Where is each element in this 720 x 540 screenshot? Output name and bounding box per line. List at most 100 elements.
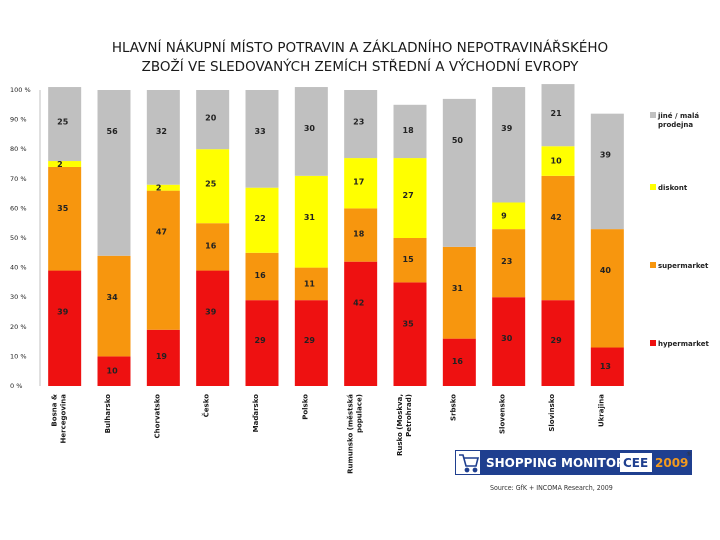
bar-segment-jinmalprodejna [442, 98, 476, 247]
data-label: 10 [551, 157, 563, 166]
bar-segment-diskont [245, 187, 279, 253]
bar-segment-hypermarket [492, 297, 526, 386]
logo-background [455, 450, 692, 475]
data-label: 33 [255, 127, 266, 136]
bar-segment-jinmalprodejna [48, 87, 82, 162]
bar-segment-hypermarket [442, 338, 476, 386]
bar-segment-hypermarket [393, 282, 427, 386]
legend-label: hypermarket [658, 340, 709, 348]
category-label: Česko [202, 394, 211, 418]
data-label: 39 [57, 308, 69, 317]
bar-segment-supermarket [590, 229, 624, 348]
bar-segment-hypermarket [146, 329, 180, 386]
category-label-line: Česko [202, 394, 211, 418]
data-label: 35 [403, 319, 415, 328]
bars [48, 84, 624, 386]
bar-segment-supermarket [196, 223, 230, 271]
category-label-line: Chorvatsko [153, 394, 161, 439]
bar-segment-supermarket [245, 252, 279, 301]
data-label: 39 [501, 124, 513, 133]
legend-label: diskont [658, 184, 688, 192]
bar-segment-hypermarket [344, 261, 378, 386]
data-label: 20 [205, 114, 217, 123]
data-label: 16 [452, 357, 464, 366]
data-label: 30 [304, 124, 316, 133]
chart-title-line: ZBOŽÍ VE SLEDOVANÝCH ZEMÍCH STŘEDNÍ A VÝ… [142, 57, 580, 75]
shopping-monitor-logo: SHOPPING MONITOR CEE 2009 ® [455, 450, 692, 475]
category-label-line: Srbsko [449, 394, 457, 421]
data-label: 31 [452, 284, 464, 293]
category-label-line: Slovinsko [548, 394, 556, 432]
bar-segment-jinmalprodejna [393, 104, 427, 159]
bar-segment-diskont [344, 158, 378, 209]
bar-segment-supermarket [146, 190, 180, 330]
category-label: Bulharsko [104, 394, 112, 434]
bar-segment-jinmalprodejna [344, 90, 378, 159]
bar-segment-supermarket [492, 229, 526, 298]
bar-segment-supermarket [442, 246, 476, 339]
logo-registered: ® [686, 451, 692, 458]
chart-title-line: HLAVNÍ NÁKUPNÍ MÍSTO POTRAVIN A ZÁKLADNÍ… [112, 39, 608, 56]
bar-segment-supermarket [393, 238, 427, 283]
category-label-line: Hercegovina [60, 394, 68, 444]
data-label: 2 [156, 184, 162, 193]
data-label: 25 [57, 117, 69, 126]
category-label: Rusko (Moskva, Petrohrad) [396, 394, 413, 456]
y-tick-label: 80 % [10, 145, 27, 153]
bar-segment-diskont [294, 175, 328, 268]
data-label: 39 [600, 151, 612, 160]
bar-segment-diskont [492, 202, 526, 230]
bar-segment-hypermarket [196, 270, 230, 386]
bar-segment-diskont [196, 149, 230, 224]
category-label: Ukrajina [597, 394, 605, 427]
bar-segment-supermarket [344, 208, 378, 262]
bar-segment-hypermarket [541, 300, 575, 386]
logo-highlight-box [620, 453, 652, 472]
category-label: Chorvatsko [153, 394, 161, 439]
legend-label: prodejna [658, 121, 693, 129]
category-label-line: Ukrajina [597, 394, 605, 427]
bar-segment-jinmalprodejna [492, 87, 526, 203]
category-label: Bosna & Hercegovina [51, 394, 68, 444]
bar-segment-supermarket [97, 255, 131, 357]
bar-segment-supermarket [294, 267, 328, 301]
data-label: 42 [353, 299, 364, 308]
data-label: 15 [403, 255, 415, 264]
category-label: Maďarsko [252, 394, 260, 433]
data-label: 21 [551, 109, 563, 118]
y-tick-label: 20 % [10, 323, 27, 331]
category-label-line: Polsko [301, 394, 309, 420]
data-label: 16 [255, 271, 267, 280]
bar-segment-jinmalprodejna [294, 87, 328, 176]
category-label: Rumunsko (městská populace) [347, 394, 364, 474]
data-label: 42 [551, 213, 562, 222]
bar-segment-jinmalprodejna [146, 90, 180, 185]
legend-swatch [650, 262, 656, 268]
category-label-line: Maďarsko [252, 394, 260, 433]
data-label: 19 [156, 352, 168, 361]
bar-segment-hypermarket [590, 347, 624, 386]
data-labels: 3935225103456194723239162520291622332911… [57, 109, 611, 376]
bar-segment-diskont [146, 184, 180, 191]
chart-title: HLAVNÍ NÁKUPNÍ MÍSTO POTRAVIN A ZÁKLADNÍ… [112, 39, 608, 75]
source-note: Source: GfK + INCOMA Research, 2009 [490, 484, 613, 492]
bar-segment-supermarket [541, 175, 575, 301]
bar-segment-jinmalprodejna [245, 90, 279, 188]
data-label: 17 [353, 178, 364, 187]
data-label: 11 [304, 279, 316, 288]
bar-segment-jinmalprodejna [196, 90, 230, 150]
data-label: 40 [600, 266, 612, 275]
category-label: Slovinsko [548, 394, 556, 432]
logo-year: 2009 [655, 456, 688, 470]
bar-segment-hypermarket [97, 356, 131, 386]
data-label: 22 [255, 214, 266, 223]
data-label: 31 [304, 213, 316, 222]
category-label: Srbsko [449, 394, 457, 421]
bar-segment-jinmalprodejna [541, 84, 575, 147]
bar-segment-hypermarket [245, 300, 279, 386]
bar-segment-supermarket [48, 166, 82, 271]
data-label: 29 [255, 336, 267, 345]
y-tick-label: 70 % [10, 175, 27, 183]
bar-segment-hypermarket [294, 300, 328, 386]
